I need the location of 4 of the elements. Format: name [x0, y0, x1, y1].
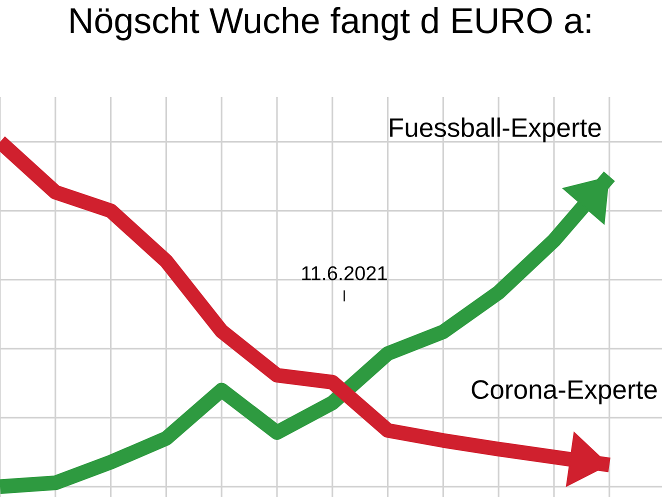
series-label: Fuessball-Experte — [390, 118, 601, 142]
series-label: Corona-Experte — [472, 380, 657, 404]
annotation: 11.6.2021 — [302, 266, 387, 280]
chart-title: Nögscht Wuche fangt d EURO a: — [70, 7, 590, 40]
